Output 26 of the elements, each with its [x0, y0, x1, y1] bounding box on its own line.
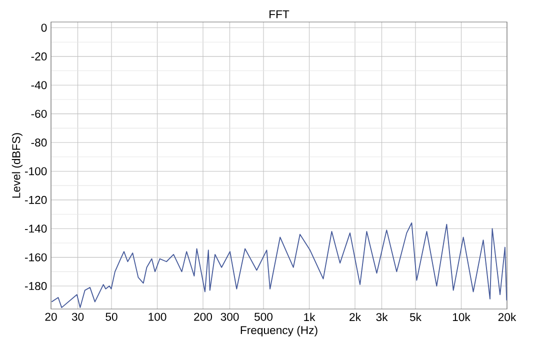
x-axis-title: Frequency (Hz) [240, 326, 318, 336]
y-tick-label: -60 [31, 110, 47, 118]
x-tick-label: 30 [72, 312, 84, 321]
x-tick-label: 10k [452, 312, 470, 322]
x-tick-label: 200 [194, 312, 212, 321]
y-tick-label: -140 [25, 224, 47, 233]
x-tick-label: 5k [410, 312, 422, 322]
x-tick-label: 300 [220, 312, 239, 321]
x-tick-label: 20k [498, 312, 516, 322]
y-tick-label: 0 [41, 24, 47, 32]
x-tick-label: 500 [254, 312, 272, 321]
y-tick-label: -180 [25, 282, 47, 290]
x-tick-label: 100 [148, 312, 166, 321]
x-tick-label: 2k [350, 312, 361, 322]
x-tick-label: 3k [376, 312, 388, 322]
y-axis-title: Level (dBFS) [12, 133, 22, 198]
x-tick-label: 50 [106, 312, 118, 321]
chart-title: FFT [270, 10, 290, 18]
y-tick-label: -120 [25, 196, 47, 204]
y-tick-label: -160 [25, 253, 47, 262]
y-tick-label: -40 [31, 81, 47, 90]
x-tick-label: 20 [45, 312, 57, 321]
x-tick-label: 1k [304, 312, 316, 322]
y-tick-label: -80 [31, 138, 47, 147]
y-tick-label: -20 [31, 52, 47, 60]
y-tick-label: -100 [25, 167, 47, 176]
